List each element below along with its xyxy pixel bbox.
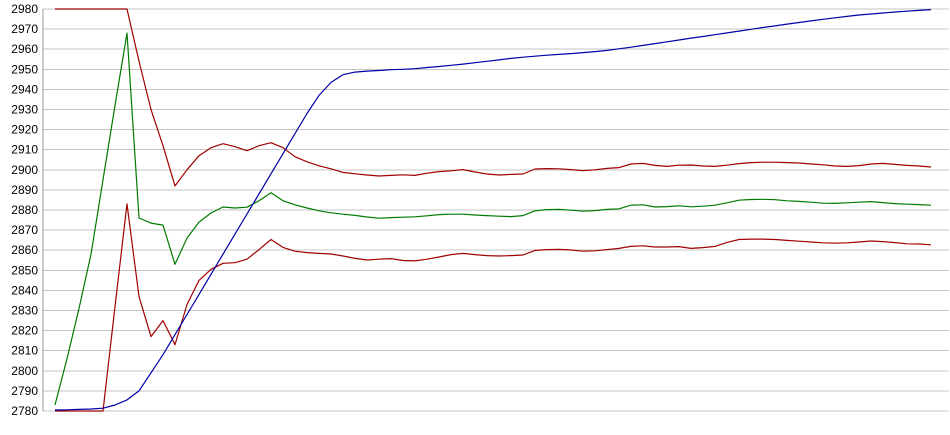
y-tick-label: 2850 <box>11 263 38 277</box>
y-tick-label: 2840 <box>11 283 38 297</box>
series-blue <box>54 9 932 411</box>
y-tick-label: 2930 <box>11 103 38 117</box>
series-green <box>54 32 932 406</box>
y-tick-label: 2860 <box>11 243 38 257</box>
y-tick-label: 2870 <box>11 223 38 237</box>
y-tick-label: 2950 <box>11 62 38 76</box>
y-tick-label: 2960 <box>11 42 38 56</box>
y-tick-label: 2920 <box>11 123 38 137</box>
y-tick-label: 2810 <box>11 344 38 358</box>
y-tick-label: 2980 <box>11 2 38 16</box>
y-tick-label: 2900 <box>11 163 38 177</box>
y-tick-label: 2910 <box>11 143 38 157</box>
y-tick-label: 2970 <box>11 22 38 36</box>
y-tick-label: 2800 <box>11 364 38 378</box>
series-dark-red-lower <box>55 203 932 412</box>
y-tick-label: 2890 <box>11 183 38 197</box>
y-tick-label: 2820 <box>11 324 38 338</box>
y-tick-label: 2940 <box>11 82 38 96</box>
y-tick-label: 2880 <box>11 203 38 217</box>
y-tick-label: 2830 <box>11 304 38 318</box>
y-tick-label: 2780 <box>11 404 38 418</box>
y-tick-label: 2790 <box>11 384 38 398</box>
series-dark-red-upper <box>55 8 932 187</box>
